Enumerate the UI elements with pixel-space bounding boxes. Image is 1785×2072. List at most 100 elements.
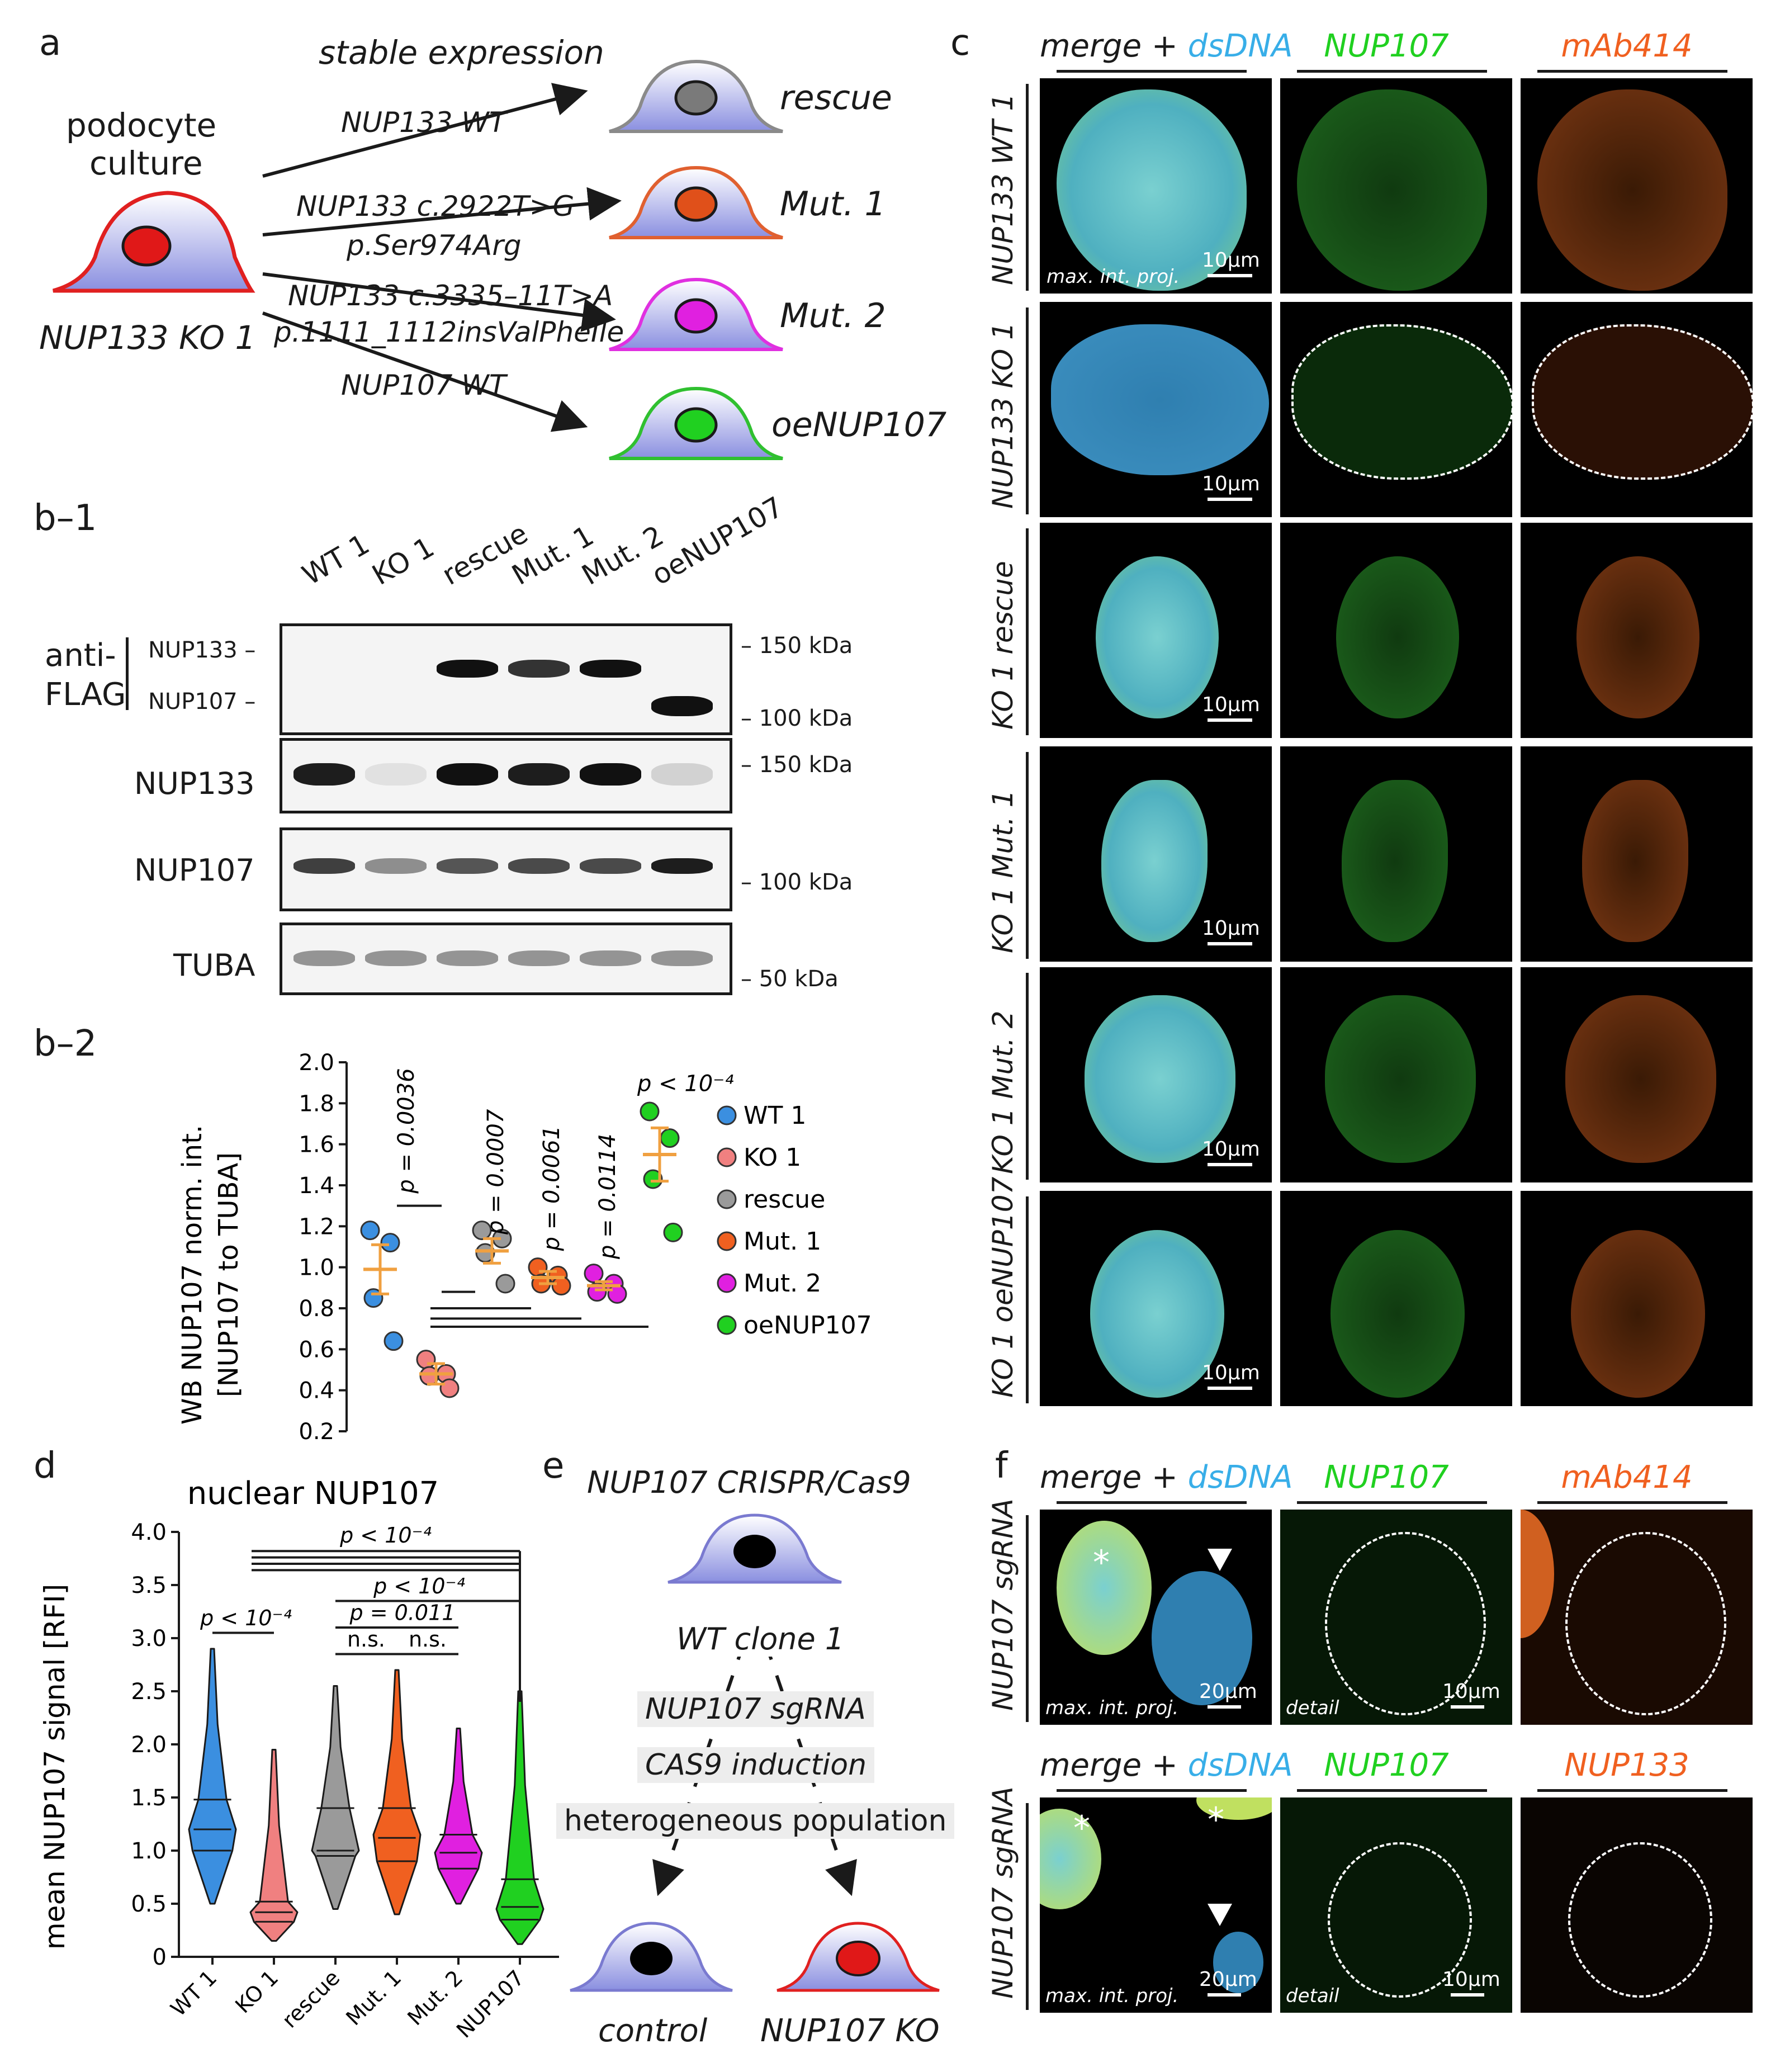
band: [580, 950, 641, 966]
band: [293, 950, 355, 966]
f-mip-label: max. int. proj.: [1045, 1697, 1179, 1719]
b2-legend-label: Mut. 1: [744, 1227, 821, 1256]
b2-legend-label: Mut. 2: [744, 1269, 821, 1298]
f-detail-outline: [1565, 1532, 1726, 1715]
e-ko-nucleus: [836, 1941, 880, 1976]
band: [293, 858, 355, 874]
c-nucleus: [1537, 89, 1727, 291]
arrow-label-2b: p.1111_1112insValPheIle: [274, 316, 624, 348]
b2-tick-label: 1.2: [299, 1214, 334, 1240]
f-ko-nucleus: [1213, 1932, 1263, 1993]
e-start: WT clone 1: [676, 1621, 845, 1657]
f2-header-nup107: NUP107: [1324, 1747, 1449, 1784]
band: [580, 858, 641, 874]
b2-tick-label: 0.8: [299, 1296, 334, 1322]
c-micrograph: 10µm: [1040, 523, 1272, 738]
f-micrograph: [1521, 1797, 1753, 2013]
antiflag-bracket: [126, 637, 129, 710]
c-micrograph: [1280, 1191, 1512, 1406]
panel-b2-label: b–2: [34, 1023, 97, 1065]
panel-f-label: f: [995, 1445, 1008, 1487]
blot-antiflag: [280, 623, 732, 735]
c-micrograph: 10µm: [1040, 967, 1272, 1182]
band: [508, 660, 570, 678]
d-title: nuclear NUP107: [187, 1475, 439, 1512]
target-cell-2: [609, 277, 783, 351]
f-micrograph: * * 20µm max. int. proj.: [1040, 1797, 1272, 2013]
d-tick-label: 3.5: [131, 1573, 167, 1598]
b2-point: [495, 1274, 515, 1294]
blot-nup107: [280, 827, 732, 911]
b2-legend-label: rescue: [744, 1185, 825, 1214]
blot-label-tuba: TUBA: [173, 948, 255, 983]
source-nucleus: [121, 225, 172, 267]
d-tick-label: 2.5: [131, 1679, 167, 1705]
c-scalebar-label: 10µm: [1202, 693, 1260, 716]
c-nucleus: [1291, 324, 1512, 480]
arrow-oenup107: [262, 311, 588, 432]
marker-100a: – 100 kDa: [741, 706, 853, 731]
c-micrograph: 10µm: [1040, 1191, 1272, 1406]
f-header-line-0: [1057, 1501, 1247, 1504]
f-scalebar-small: [1451, 1993, 1484, 1997]
target-cell-1: [609, 165, 783, 239]
b2-tick-label: 1.8: [299, 1091, 334, 1117]
lane-label-1: KO 1: [367, 531, 440, 592]
e-ko-cell: [777, 1922, 940, 1992]
band: [365, 763, 427, 786]
target-label-3: oeNUP107: [771, 405, 947, 444]
marker-100b: – 100 kDa: [741, 869, 853, 895]
c-micrograph: [1521, 967, 1753, 1182]
c-nucleus: [1576, 556, 1699, 718]
f-micrograph: [1521, 1510, 1753, 1725]
d-violin: [188, 1648, 237, 1905]
f-scalebar-small-label: 10µm: [1442, 1680, 1500, 1703]
c-micrograph: [1521, 302, 1753, 517]
c-nucleus: [1085, 995, 1235, 1163]
c-scalebar: [1208, 718, 1252, 722]
b2-pvalue: p < 10⁻⁴: [637, 1071, 733, 1096]
b2-point: [607, 1284, 627, 1304]
flag-nup133-label: NUP133 –: [148, 637, 256, 663]
target-label-2: Mut. 2: [780, 296, 886, 335]
c-nucleus: [1325, 995, 1476, 1163]
c-header-nup107: NUP107: [1324, 28, 1449, 64]
c-micrograph: [1280, 746, 1512, 962]
b2-legend-label: KO 1: [744, 1143, 801, 1172]
band: [651, 696, 713, 716]
chart-d: nuclear NUP107 mean NUP107 signal [RFI] …: [39, 1475, 559, 2043]
f2-header-line-0: [1057, 1789, 1247, 1792]
c-row-line-4: [1026, 973, 1029, 1180]
f-scalebar-small: [1451, 1705, 1484, 1709]
c-micrograph: [1521, 523, 1753, 738]
lane-label-0: WT 1: [297, 527, 375, 592]
c-header-line-2: [1537, 70, 1727, 73]
band: [437, 858, 498, 874]
c-row-line-3: [1026, 752, 1029, 959]
blot-label-nup133: NUP133: [134, 766, 255, 801]
f-wt-nucleus: [1057, 1521, 1152, 1655]
c-scalebar: [1208, 942, 1252, 945]
f2-header-merge: merge + dsDNA: [1040, 1747, 1293, 1784]
marker-50: – 50 kDa: [741, 966, 839, 992]
source-cell-label: NUP133 KO 1: [39, 319, 256, 357]
panel-a-label: a: [39, 22, 61, 64]
f-detail-label: detail: [1286, 1697, 1339, 1719]
b2-ylabel-2: [NUP107 to TUBA]: [213, 1152, 244, 1397]
panel-d-label: d: [34, 1445, 56, 1487]
d-ylabel: mean NUP107 signal [RFI]: [39, 1584, 71, 1950]
f-scalebar-label: 20µm: [1199, 1680, 1257, 1703]
c-scalebar: [1208, 274, 1252, 277]
b2-point: [383, 1331, 404, 1351]
c-scalebar: [1208, 498, 1252, 501]
b2-tick-label: 1.6: [299, 1132, 334, 1158]
c-nucleus: [1565, 995, 1716, 1163]
b2-pvalue: p = 0.0114: [595, 1134, 621, 1260]
arrow-mut1: [262, 187, 622, 236]
c-nucleus: [1342, 780, 1448, 942]
c-nucleus: [1101, 780, 1208, 942]
f-scalebar-label: 20µm: [1199, 1968, 1257, 1991]
band: [437, 763, 498, 786]
panel-a-diagram: [53, 59, 783, 460]
